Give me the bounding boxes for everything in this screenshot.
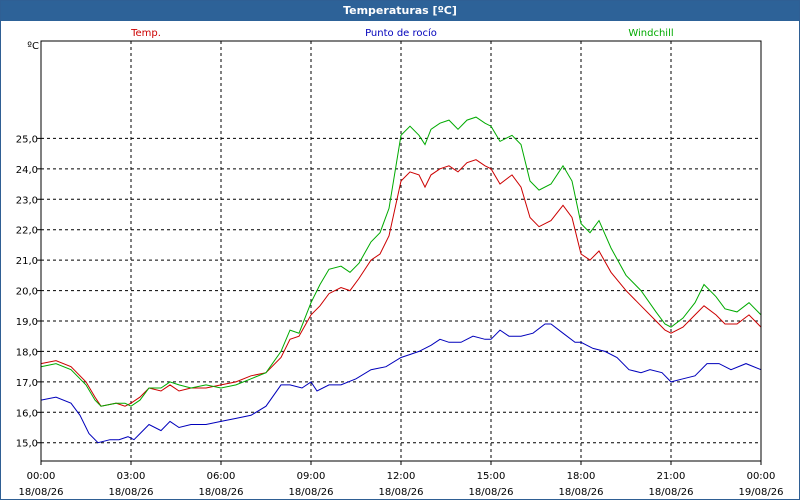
x-tick-time: 18:00 bbox=[567, 471, 596, 482]
x-tick-time: 15:00 bbox=[477, 471, 506, 482]
legend-windchill: Windchill bbox=[628, 28, 673, 39]
legend-dew-point: Punto de rocío bbox=[365, 27, 437, 39]
y-tick-label: 24,0 bbox=[16, 165, 38, 176]
y-tick-label: 22,0 bbox=[16, 226, 38, 237]
x-tick-date: 18/08/26 bbox=[289, 487, 334, 498]
x-tick-date: 18/08/26 bbox=[379, 487, 424, 498]
series-line-windchill bbox=[40, 116, 762, 407]
y-tick-label: 18,0 bbox=[16, 347, 38, 358]
y-tick-label: 25,0 bbox=[16, 134, 38, 145]
x-tick-time: 21:00 bbox=[657, 471, 686, 482]
y-tick-label: 20,0 bbox=[16, 287, 38, 298]
x-tick-date: 19/08/26 bbox=[739, 487, 784, 498]
x-tick-date: 18/08/26 bbox=[649, 487, 694, 498]
legend-temp: Temp. bbox=[130, 28, 161, 39]
x-tick-time: 00:00 bbox=[27, 471, 56, 482]
series-line-temp bbox=[40, 159, 762, 407]
x-tick-time: 03:00 bbox=[117, 471, 146, 482]
x-axis: 00:00 18/08/26 03:00 18/08/26 06:00 18/08/26 0… bbox=[19, 461, 784, 498]
y-tick-label: 23,0 bbox=[16, 195, 38, 206]
y-tick-label: 16,0 bbox=[16, 408, 38, 419]
window-title: Temperaturas [ºC] bbox=[1, 1, 799, 21]
y-tick-label: 19,0 bbox=[16, 317, 38, 328]
y-tick-label: 21,0 bbox=[16, 256, 38, 267]
x-tick-time: 09:00 bbox=[297, 471, 326, 482]
x-tick-date: 18/08/26 bbox=[109, 487, 154, 498]
grid bbox=[41, 41, 761, 461]
series-line-dew-point bbox=[40, 323, 762, 444]
series-lines bbox=[40, 116, 762, 444]
x-tick-date: 18/08/26 bbox=[19, 487, 64, 498]
x-tick-date: 18/08/26 bbox=[199, 487, 244, 498]
y-tick-label: 15,0 bbox=[16, 439, 38, 450]
legend: Temp. Punto de rocío Windchill bbox=[130, 27, 674, 39]
x-tick-date: 18/08/26 bbox=[559, 487, 604, 498]
x-tick-time: 06:00 bbox=[207, 471, 236, 482]
x-tick-date: 18/08/26 bbox=[469, 487, 514, 498]
y-tick-label: 17,0 bbox=[16, 378, 38, 389]
y-unit-label: ºC bbox=[27, 41, 39, 52]
x-tick-time: 00:00 bbox=[747, 471, 776, 482]
y-axis: 15,0 16,0 17,0 18,0 19,0 20,0 21,0 22,0 23,0 24,0… bbox=[16, 41, 41, 450]
x-tick-time: 12:00 bbox=[387, 471, 416, 482]
